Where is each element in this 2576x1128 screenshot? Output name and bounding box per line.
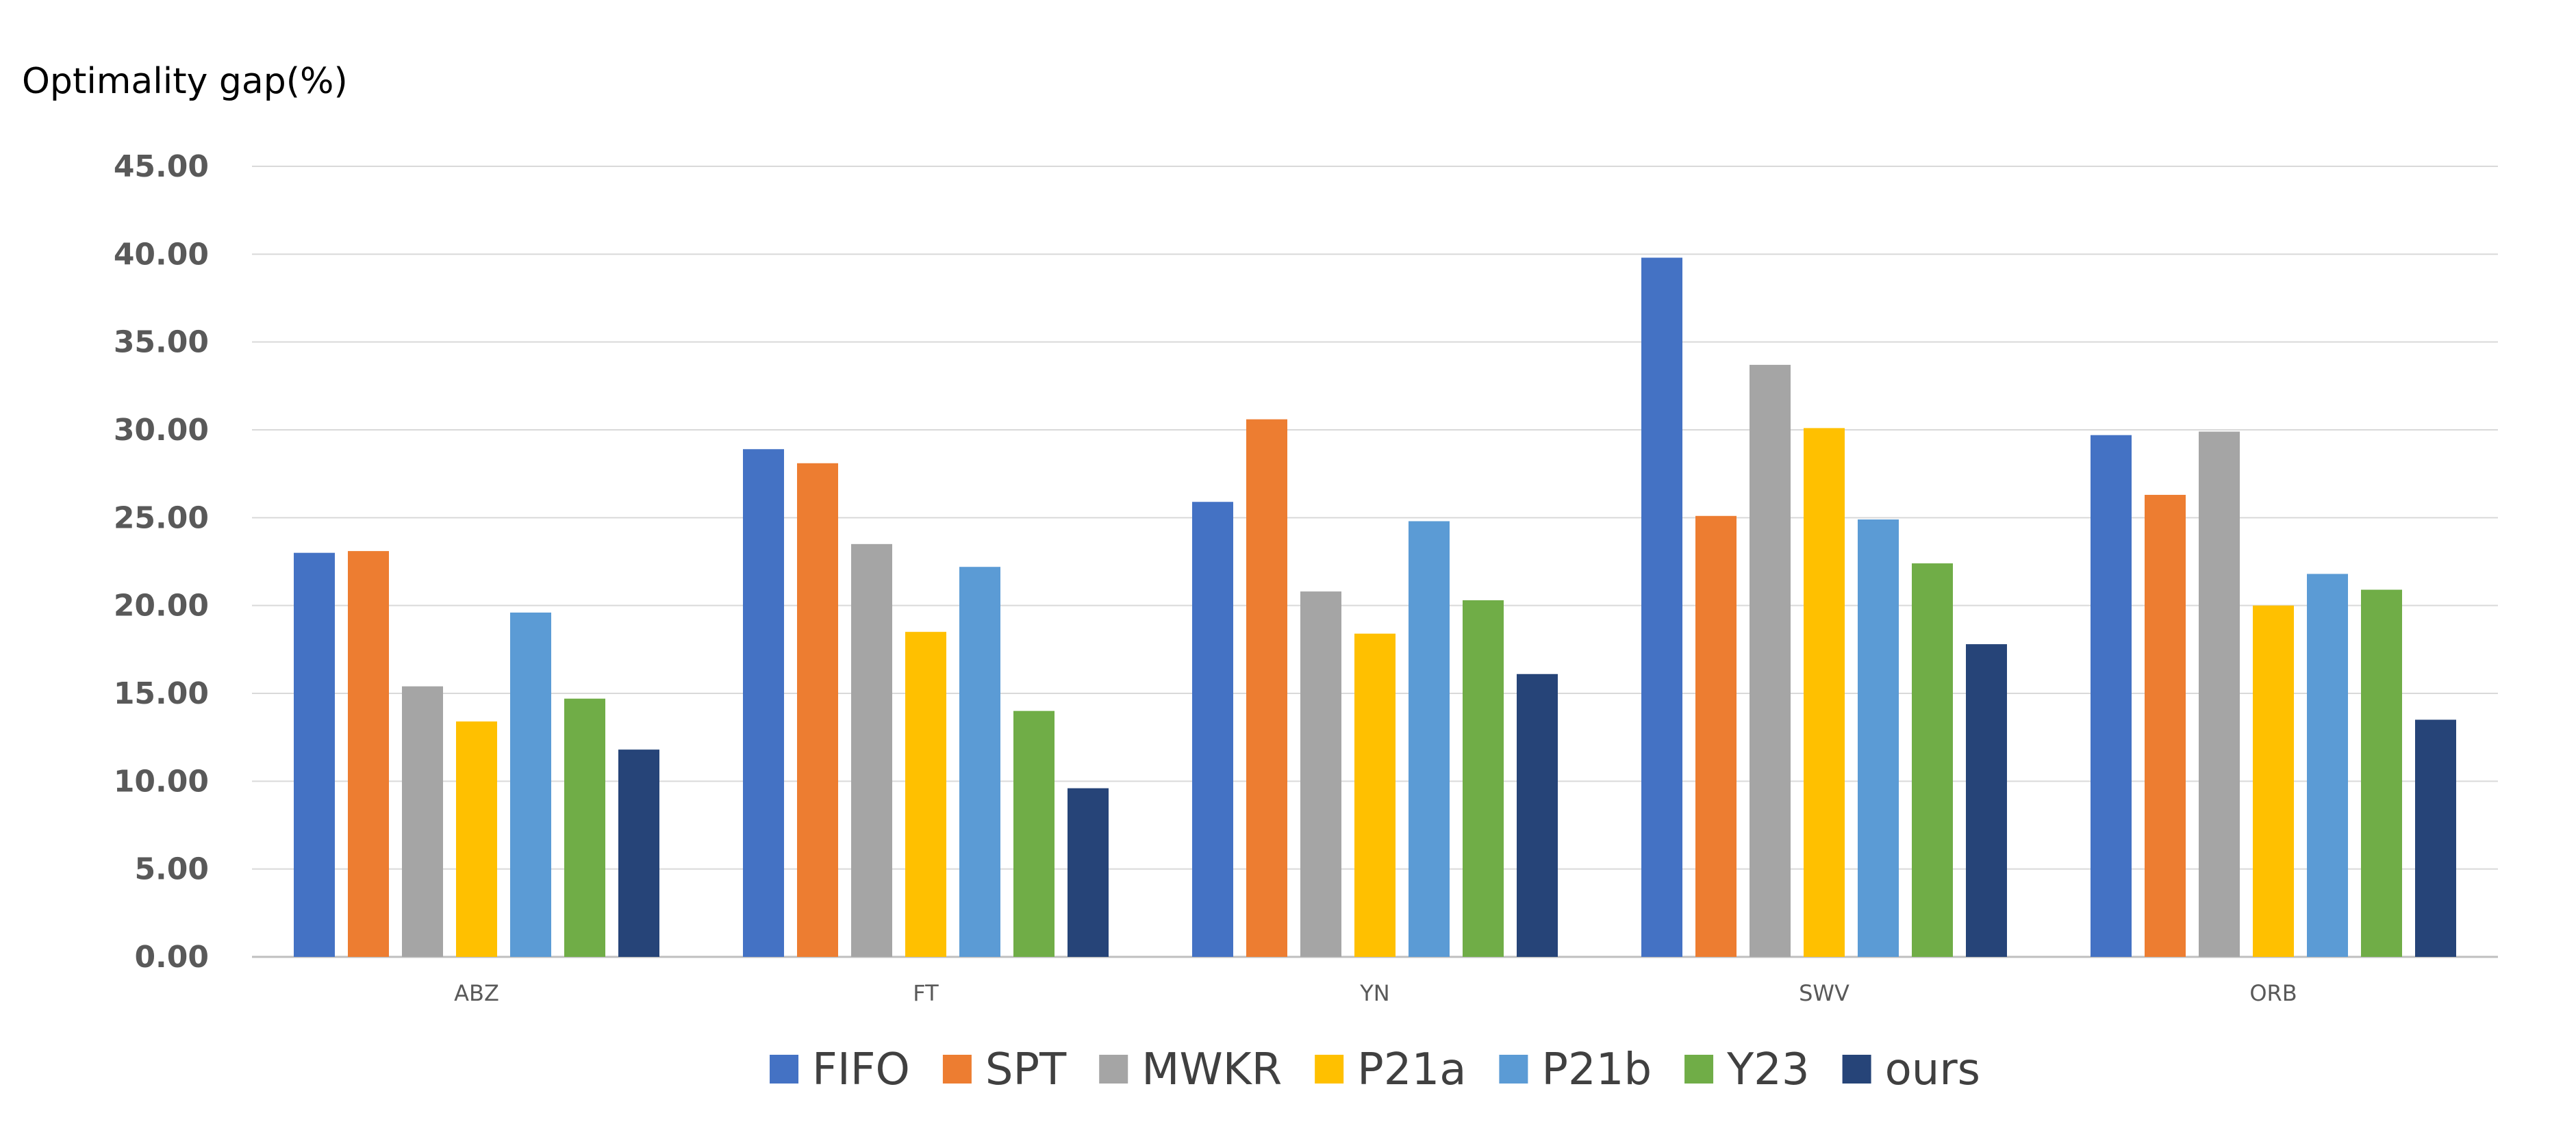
y-tick-labels: 0.00 5.00 10.00 15.00 20.00 25.00 30.00 35.00 40… — [114, 149, 209, 975]
bar-p21b-abz — [510, 612, 551, 957]
bars — [294, 257, 2456, 957]
legend-swatch — [1499, 1055, 1528, 1084]
x-tick-label: ORB — [2249, 980, 2297, 1006]
bar-y23-abz — [564, 698, 605, 957]
legend-label: P21a — [1357, 1044, 1466, 1095]
legend-swatch — [770, 1055, 799, 1084]
legend-swatch — [1684, 1055, 1714, 1084]
legend-item: Y23 — [1684, 1044, 1810, 1095]
bar-y23-swv — [1912, 563, 1953, 957]
bar-p21b-ft — [959, 567, 1000, 957]
legend-swatch — [942, 1055, 972, 1084]
legend-item: P21b — [1499, 1044, 1652, 1095]
bar-mwkr-orb — [2199, 431, 2240, 957]
y-tick-label: 0.00 — [134, 940, 209, 975]
x-tick-label: YN — [1359, 980, 1389, 1006]
bar-mwkr-abz — [402, 686, 443, 957]
bar-ours-orb — [2415, 719, 2456, 957]
legend-swatch — [1315, 1055, 1344, 1084]
legend-label: P21b — [1541, 1044, 1652, 1095]
y-tick-label: 45.00 — [114, 149, 209, 184]
y-axis-label: Optimality gap(%) — [22, 61, 348, 102]
x-tick-labels: ABZ FT YN SWV ORB — [454, 980, 2297, 1006]
legend-item: FIFO — [770, 1044, 910, 1095]
bar-y23-ft — [1013, 710, 1055, 957]
x-tick-label: FT — [913, 980, 939, 1006]
bar-spt-yn — [1246, 419, 1287, 957]
legend-item: MWKR — [1099, 1044, 1282, 1095]
y-tick-label: 5.00 — [134, 852, 209, 887]
y-tick-label: 35.00 — [114, 325, 209, 360]
bar-p21a-yn — [1354, 633, 1396, 957]
bar-ours-swv — [1966, 644, 2007, 957]
bar-spt-abz — [348, 551, 389, 957]
legend-item: SPT — [942, 1044, 1067, 1095]
legend-label: Y23 — [1726, 1044, 1810, 1095]
bar-spt-orb — [2145, 494, 2186, 957]
y-tick-label: 20.00 — [114, 589, 209, 624]
bar-ours-ft — [1068, 788, 1109, 957]
legend: FIFO SPT MWKR P21a P21b Y23 ours — [770, 1044, 1980, 1095]
bar-ours-yn — [1517, 674, 1558, 957]
bar-fifo-orb — [2091, 435, 2132, 957]
bar-p21b-yn — [1409, 521, 1450, 957]
x-tick-label: SWV — [1799, 980, 1849, 1006]
bar-fifo-yn — [1192, 502, 1233, 957]
y-tick-label: 25.00 — [114, 500, 209, 535]
bar-p21a-orb — [2253, 605, 2294, 957]
legend-swatch — [1099, 1055, 1128, 1084]
bar-fifo-abz — [294, 552, 335, 957]
legend-label: SPT — [985, 1044, 1067, 1095]
legend-label: ours — [1885, 1044, 1980, 1095]
bar-p21a-ft — [905, 632, 946, 957]
legend-label: FIFO — [812, 1044, 910, 1095]
bar-mwkr-swv — [1750, 365, 1791, 957]
bar-fifo-ft — [743, 449, 784, 957]
bar-mwkr-ft — [851, 543, 892, 957]
legend-item: P21a — [1315, 1044, 1466, 1095]
y-tick-label: 40.00 — [114, 237, 209, 272]
bar-ours-abz — [618, 749, 659, 957]
x-tick-label: ABZ — [454, 980, 499, 1006]
y-tick-label: 15.00 — [114, 676, 209, 711]
bar-mwkr-yn — [1300, 591, 1341, 957]
legend-swatch — [1842, 1055, 1871, 1084]
bar-p21b-orb — [2307, 574, 2348, 957]
y-tick-label: 10.00 — [114, 764, 209, 799]
bar-y23-yn — [1463, 600, 1504, 957]
legend-label: MWKR — [1141, 1044, 1282, 1095]
bar-y23-orb — [2361, 589, 2402, 957]
bar-p21b-swv — [1858, 519, 1899, 957]
bar-fifo-swv — [1641, 257, 1682, 957]
bar-p21a-swv — [1804, 428, 1845, 957]
legend-item: ours — [1842, 1044, 1980, 1095]
bar-p21a-abz — [456, 721, 497, 957]
bar-spt-swv — [1695, 515, 1737, 957]
bar-spt-ft — [797, 463, 838, 957]
y-tick-label: 30.00 — [114, 413, 209, 448]
